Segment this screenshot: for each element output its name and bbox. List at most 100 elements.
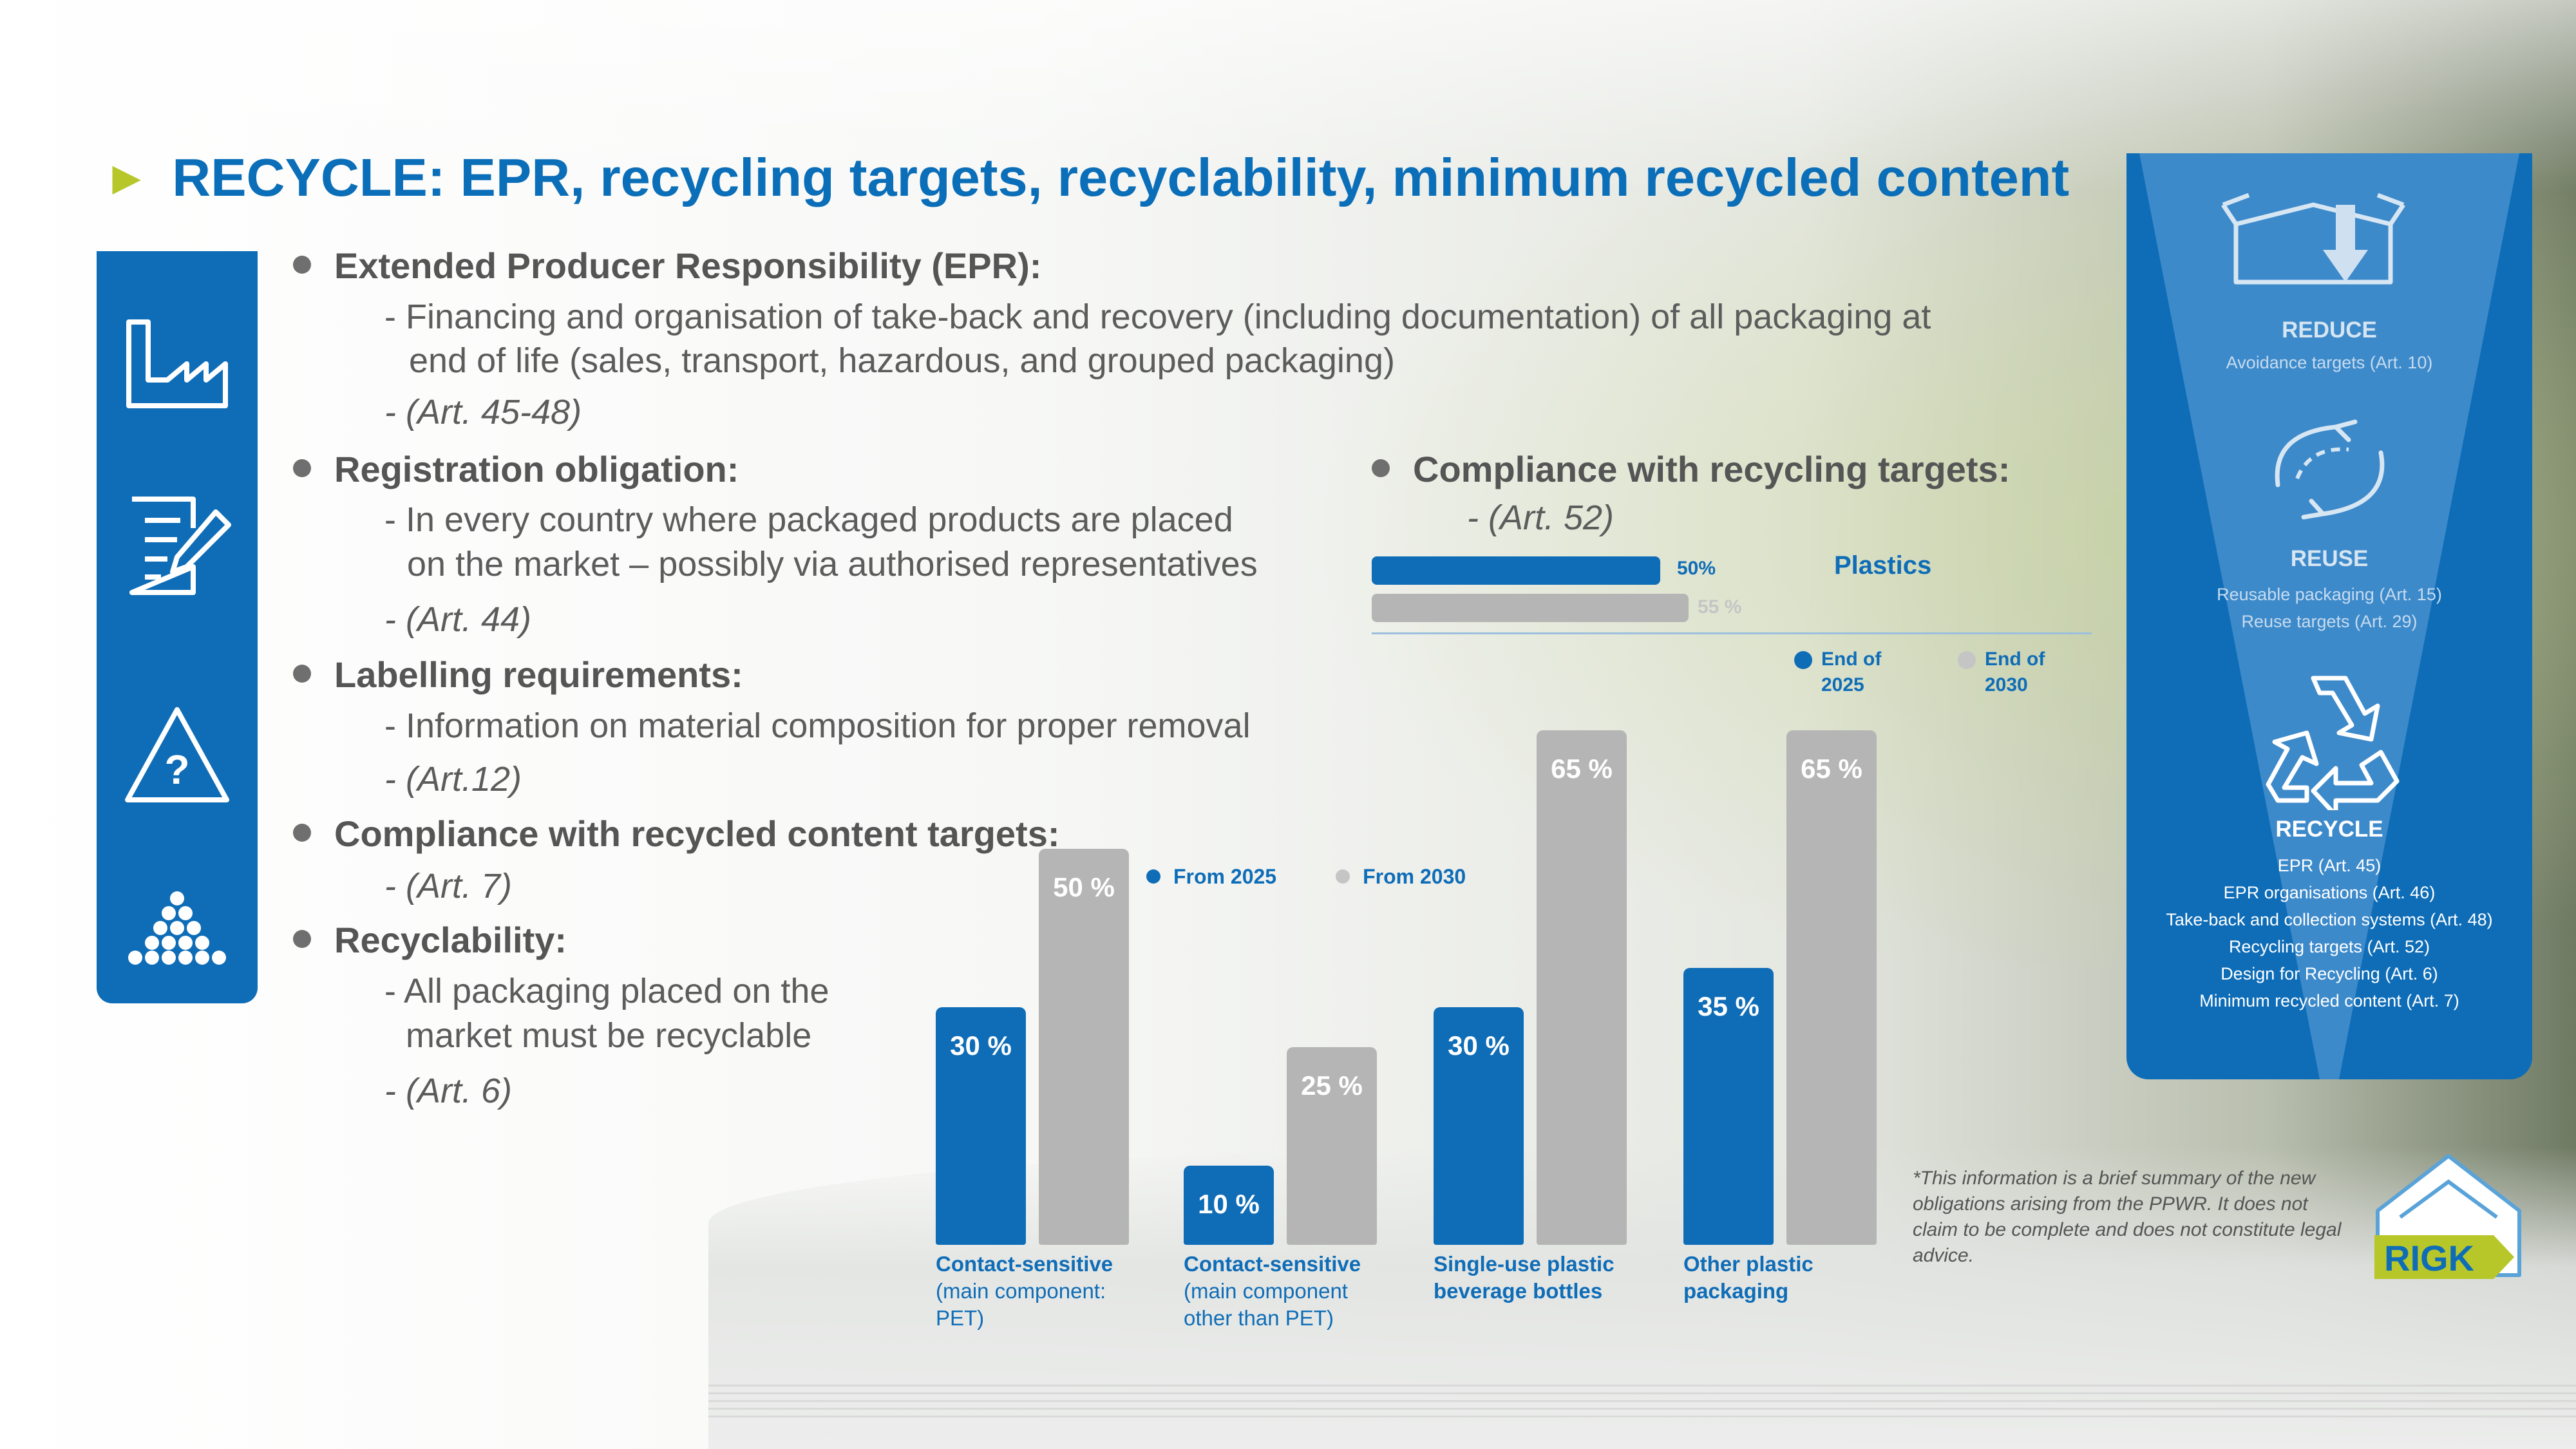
reuse-item-2: Reuse targets (Art. 29)	[2126, 608, 2532, 635]
legend-end-2025-l1: End of	[1821, 649, 1881, 670]
recycling-targets-heading: Compliance with recycling targets:	[1413, 449, 2010, 489]
category-label-line: Contact-sensitive	[1184, 1251, 1361, 1278]
legend-item-from-2025: From 2025	[1146, 865, 1276, 888]
bullet-dot	[293, 665, 311, 683]
bullet-recycling-targets: Compliance with recycling targets:	[1372, 448, 2010, 490]
recyclability-line2: market must be recyclable	[406, 1014, 811, 1057]
bar-value-label: 25 %	[1287, 1070, 1377, 1101]
legend-label: From 2025	[1173, 865, 1276, 888]
recyclability-line1: - All packaging placed on the	[384, 969, 829, 1013]
recycling-targets-art: - (Art. 52)	[1467, 496, 1614, 540]
reuse-item-1: Reusable packaging (Art. 15)	[2126, 581, 2532, 608]
epr-heading: Extended Producer Responsibility (EPR):	[334, 245, 1041, 286]
plastics-bar-2025	[1372, 556, 1660, 585]
legend-dot-2030	[1958, 651, 1976, 669]
bullet-recycled-content: Compliance with recycled content targets…	[293, 813, 1059, 855]
recycle-item-3: Take-back and collection systems (Art. 4…	[2126, 906, 2532, 933]
category-label-line: (main component	[1184, 1278, 1361, 1305]
bullet-dot	[1372, 459, 1390, 477]
reduce-item: Avoidance targets (Art. 10)	[2126, 349, 2532, 376]
recycled-content-art: - (Art. 7)	[384, 864, 512, 908]
registration-line2: on the market – possibly via authorised …	[407, 542, 1258, 586]
recyclability-heading: Recyclability:	[334, 920, 567, 960]
legend-dot	[1336, 869, 1350, 884]
pellets-icon	[122, 889, 232, 972]
plastics-label: Plastics	[1834, 551, 1931, 580]
epr-art: - (Art. 45-48)	[384, 390, 582, 434]
bullet-dot	[293, 459, 311, 477]
bullet-recyclability: Recyclability:	[293, 919, 567, 961]
category-label-line: Single-use plastic	[1434, 1251, 1615, 1278]
legend-dot-2025	[1794, 651, 1812, 669]
category-label-line: (main component:	[936, 1278, 1113, 1305]
bar-2030-cat4	[1786, 730, 1877, 1245]
category-label: Contact-sensitive (main component: PET)	[936, 1251, 1113, 1332]
recyclability-art: - (Art. 6)	[384, 1069, 512, 1113]
document-pen-icon	[122, 489, 232, 599]
recycle-item-2: EPR organisations (Art. 46)	[2126, 879, 2532, 906]
labelling-art: - (Art.12)	[384, 757, 522, 801]
registration-heading: Registration obligation:	[334, 449, 739, 489]
recycle-item-5: Design for Recycling (Art. 6)	[2126, 960, 2532, 987]
category-label-line: beverage bottles	[1434, 1278, 1615, 1305]
legend-end-2025: End of 2025	[1794, 647, 1881, 698]
factory-icon	[122, 303, 232, 412]
recycle-item-1: EPR (Art. 45)	[2126, 852, 2532, 879]
labelling-line1: - Information on material composition fo…	[384, 704, 1251, 748]
category-label-line: other than PET)	[1184, 1305, 1361, 1332]
recycle-heading: RECYCLE	[2126, 817, 2532, 842]
waste-hierarchy-panel: REDUCE Avoidance targets (Art. 10) REUSE…	[2126, 153, 2532, 1079]
title-arrow-icon: ►	[103, 154, 150, 202]
reuse-arrows-icon	[2252, 408, 2407, 530]
bar-2030-cat1	[1039, 849, 1129, 1245]
category-label-line: PET)	[936, 1305, 1113, 1332]
title-text: RECYCLE: EPR, recycling targets, recycla…	[172, 147, 2069, 209]
legend-end-2025-l2: 2025	[1821, 674, 1864, 696]
plastics-bar-2030	[1372, 594, 1689, 622]
logo-shape: RIGK	[2365, 1146, 2532, 1288]
bar-value-label: 65 %	[1537, 753, 1627, 784]
disclaimer: *This information is a brief summary of …	[1913, 1166, 2357, 1269]
bar-value-label: 50 %	[1039, 872, 1129, 903]
recycled-content-heading: Compliance with recycled content targets…	[334, 813, 1059, 854]
category-label: Contact-sensitive (main component other th…	[1184, 1251, 1361, 1332]
logo-text: RIGK	[2384, 1238, 2474, 1278]
bullet-epr: Extended Producer Responsibility (EPR):	[293, 245, 1041, 287]
legend-end-2030-l1: End of	[1985, 649, 2045, 670]
legend-label: From 2030	[1363, 865, 1466, 888]
bullet-dot	[293, 256, 311, 274]
bar-value-label: 30 %	[936, 1030, 1026, 1061]
legend-dot	[1146, 869, 1160, 884]
legend-end-2030: End of 2030	[1958, 647, 2045, 698]
plastics-bar-2030-label: 55 %	[1698, 596, 1741, 618]
rigk-logo: RIGK	[2365, 1146, 2532, 1288]
bullet-labelling: Labelling requirements:	[293, 654, 743, 696]
category-label-line: Other plastic	[1683, 1251, 1814, 1278]
bullet-dot	[293, 930, 311, 948]
epr-line1: - Financing and organisation of take-bac…	[384, 295, 1931, 339]
bar-value-label: 65 %	[1786, 753, 1877, 784]
category-label: Other plastic packaging	[1683, 1251, 1814, 1305]
epr-line2: end of life (sales, transport, hazardous…	[409, 339, 1395, 383]
category-label: Single-use plastic beverage bottles	[1434, 1251, 1615, 1305]
bullet-registration: Registration obligation:	[293, 448, 739, 490]
recycle-item-6: Minimum recycled content (Art. 7)	[2126, 987, 2532, 1014]
bullet-dot	[293, 824, 311, 842]
bar-value-label: 30 %	[1434, 1030, 1524, 1061]
legend-item-from-2030: From 2030	[1336, 865, 1466, 888]
category-label-line: packaging	[1683, 1278, 1814, 1305]
reduce-heading: REDUCE	[2126, 317, 2532, 343]
category-label-line: Contact-sensitive	[936, 1251, 1113, 1278]
svg-text:?: ?	[164, 746, 189, 793]
registration-art: - (Art. 44)	[384, 598, 531, 641]
page-title: ► RECYCLE: EPR, recycling targets, recyc…	[103, 147, 2069, 209]
left-icon-bar: ?	[97, 251, 258, 1003]
recycle-icon	[2252, 662, 2407, 810]
box-arrow-icon	[2210, 179, 2416, 295]
legend-end-2030-l2: 2030	[1985, 674, 2028, 696]
warning-question-icon: ?	[122, 702, 232, 811]
reuse-heading: REUSE	[2126, 546, 2532, 572]
registration-line1: - In every country where packaged produc…	[384, 498, 1233, 542]
bar-value-label: 35 %	[1683, 991, 1774, 1022]
recycle-item-4: Recycling targets (Art. 52)	[2126, 933, 2532, 960]
